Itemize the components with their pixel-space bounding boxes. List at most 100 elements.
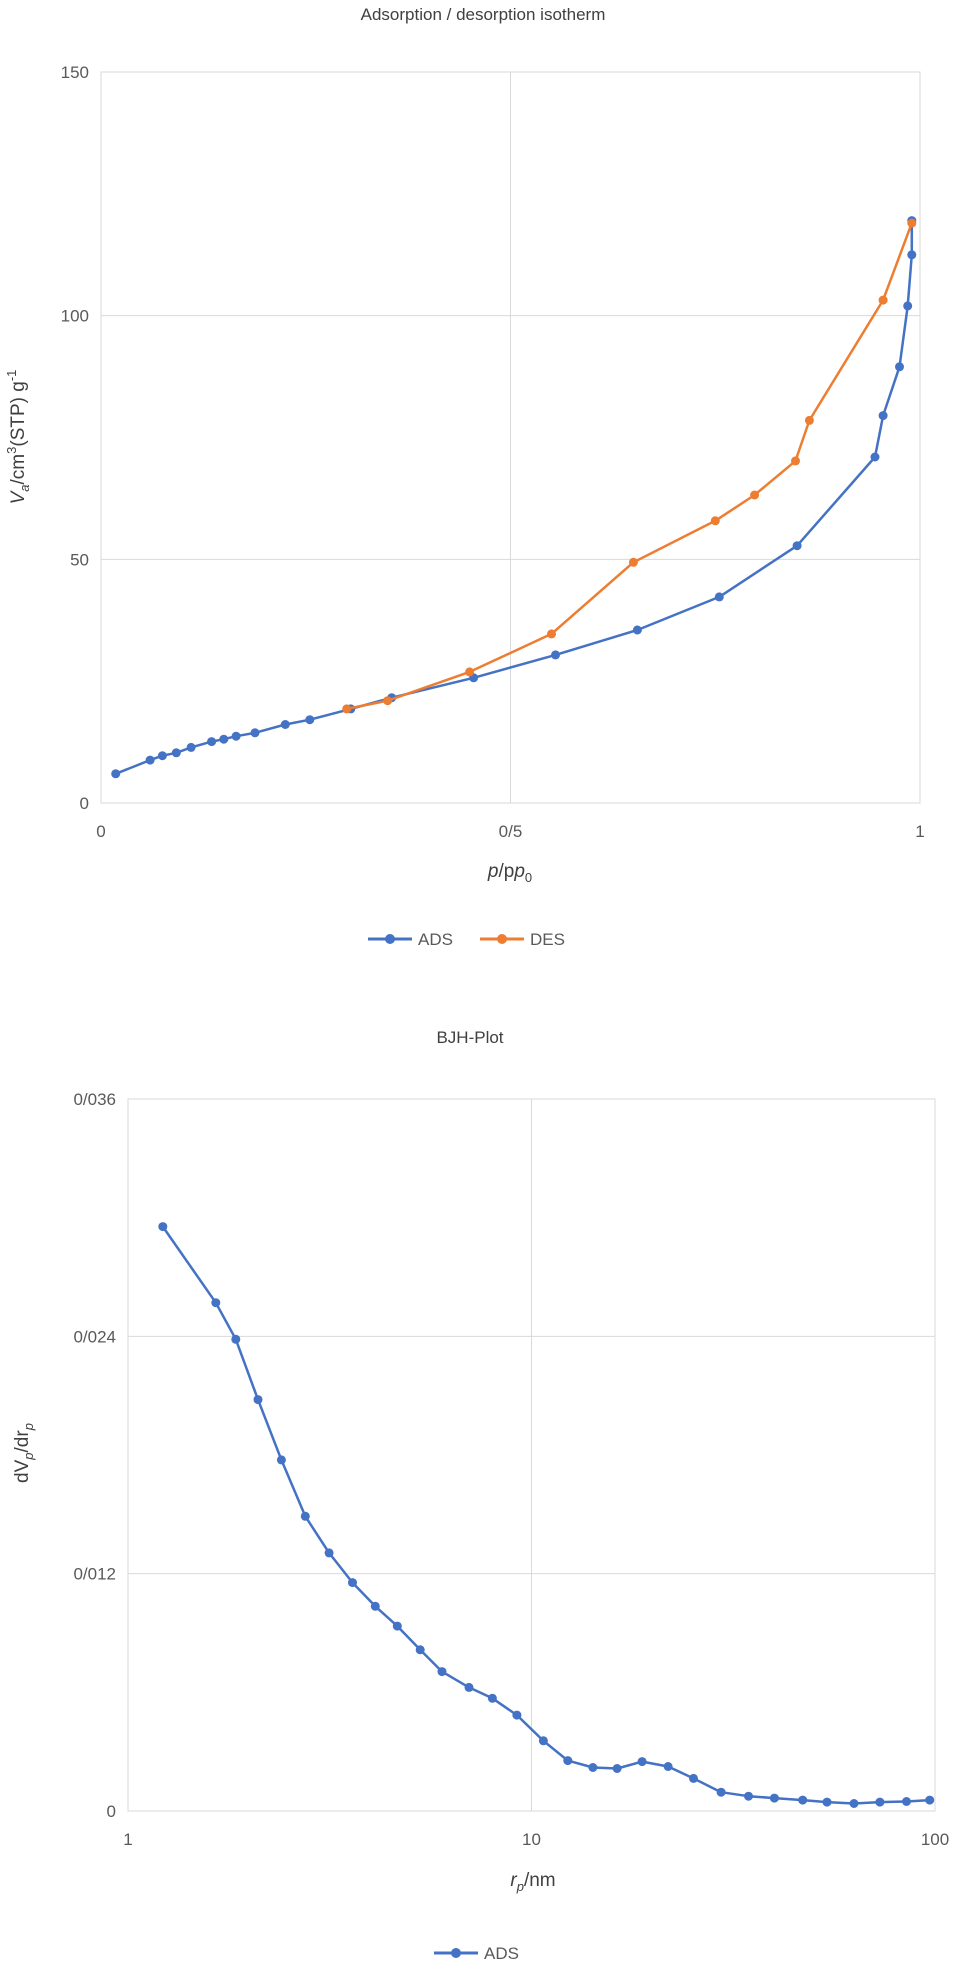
bjh-ads-point <box>849 1799 859 1808</box>
isotherm-des-line <box>346 222 913 711</box>
isotherm-x-tick-label: 0 <box>96 822 105 841</box>
isotherm-tick-labels: 0 50 100 150 0 0/5 1 <box>61 63 925 841</box>
isotherm-des-point <box>383 696 393 706</box>
bjh-ads-point <box>563 1756 573 1766</box>
isotherm-des-point <box>628 557 638 567</box>
bjh-ads-point <box>276 1455 286 1465</box>
isotherm-x-axis-label: p/pp0 <box>487 861 532 885</box>
isotherm-des-point <box>547 629 556 639</box>
isotherm-title: Adsorption / desorption isotherm <box>361 5 606 24</box>
bjh-ads-point <box>370 1601 380 1611</box>
bjh-chart: BJH-Plot 0 0/012 0/024 0/036 1 10 100 rp/nm dV… <box>12 1028 949 1963</box>
bjh-ads-point <box>512 1710 522 1720</box>
bjh-ads-point <box>902 1797 911 1806</box>
bjh-ads-point <box>211 1298 221 1308</box>
bjh-ads-point <box>744 1791 753 1801</box>
bjh-y-tick-label: 0/036 <box>73 1090 116 1109</box>
isotherm-ads-point <box>551 650 560 660</box>
isotherm-ads-point <box>186 742 196 752</box>
isotherm-ads-point <box>895 362 904 372</box>
bjh-ads-point <box>348 1578 357 1588</box>
bjh-ads-point <box>415 1645 425 1655</box>
bjh-y-tick-label: 0/024 <box>73 1327 116 1346</box>
bjh-ads-point <box>716 1787 726 1797</box>
bjh-ads-point <box>822 1797 832 1807</box>
isotherm-ads-point <box>907 250 917 260</box>
isotherm-y-tick-label: 0 <box>80 794 89 813</box>
isotherm-ads-point <box>632 625 642 635</box>
legend-des-marker <box>497 934 507 944</box>
isotherm-des-point <box>907 218 917 228</box>
bjh-ads-point <box>253 1395 263 1405</box>
isotherm-ads-point <box>231 731 241 741</box>
bjh-tick-labels: 0 0/012 0/024 0/036 1 10 100 <box>73 1090 949 1849</box>
bjh-grid <box>128 1098 935 1811</box>
bjh-x-axis-label: rp/nm <box>510 1870 555 1894</box>
bjh-y-axis-label: dVp/drp <box>12 1423 36 1483</box>
isotherm-ads-point <box>878 411 888 421</box>
bjh-x-tick-label: 100 <box>921 1830 949 1849</box>
isotherm-ads-line <box>115 220 914 775</box>
bjh-series <box>158 1222 935 1808</box>
bjh-ads-point <box>487 1693 497 1703</box>
isotherm-ads-point <box>157 751 167 761</box>
isotherm-ads-point <box>207 737 217 747</box>
bjh-ads-point <box>464 1682 474 1692</box>
isotherm-des-point <box>878 295 888 305</box>
bjh-ads-point <box>300 1511 310 1521</box>
isotherm-legend: ADS DES <box>368 930 565 949</box>
bjh-x-tick-label: 10 <box>522 1830 541 1849</box>
isotherm-ads-point <box>111 769 121 779</box>
bjh-ads-point <box>437 1667 447 1677</box>
bjh-ads-point <box>588 1763 598 1772</box>
bjh-ads-point <box>231 1334 241 1344</box>
isotherm-ads-point <box>280 720 290 729</box>
bjh-ads-point <box>798 1795 808 1805</box>
bjh-ads-point <box>612 1764 622 1773</box>
bjh-ads-point <box>538 1736 548 1746</box>
isotherm-des-point <box>804 415 814 425</box>
isotherm-des-point <box>791 456 800 466</box>
isotherm-x-tick-label: 1 <box>915 822 924 841</box>
isotherm-des-point <box>465 667 475 677</box>
isotherm-grid <box>101 71 920 803</box>
bjh-ads-point <box>689 1773 698 1783</box>
isotherm-chart: Adsorption / desorption isotherm 0 50 100 1… <box>4 5 925 949</box>
bjh-title: BJH-Plot <box>436 1028 503 1047</box>
legend-ads-label: ADS <box>418 930 453 949</box>
bjh-ads-point <box>158 1222 168 1232</box>
isotherm-y-axis-label: Va/cm3(STP) g-1 <box>4 370 32 505</box>
isotherm-series <box>111 216 917 779</box>
isotherm-ads-point <box>171 748 181 758</box>
isotherm-x-tick-label: 0/5 <box>499 822 523 841</box>
isotherm-ads-point <box>792 541 802 551</box>
legend-bjh-ads-label: ADS <box>484 1944 519 1963</box>
isotherm-y-tick-label: 150 <box>61 63 89 82</box>
bjh-ads-point <box>663 1762 673 1771</box>
isotherm-des-point <box>710 516 720 526</box>
bjh-ads-point <box>875 1797 885 1807</box>
isotherm-ads-point <box>250 728 260 738</box>
bjh-ads-point <box>769 1793 779 1803</box>
legend-bjh-ads-marker <box>451 1948 461 1958</box>
isotherm-ads-point <box>714 592 724 602</box>
isotherm-des-point <box>342 704 352 714</box>
legend-ads-marker <box>385 934 395 944</box>
isotherm-ads-point <box>305 715 315 725</box>
isotherm-y-tick-label: 100 <box>61 307 89 326</box>
bjh-x-tick-label: 1 <box>123 1830 132 1849</box>
isotherm-ads-point <box>870 452 880 462</box>
bjh-y-tick-label: 0/012 <box>73 1565 116 1584</box>
bjh-ads-point <box>324 1548 334 1558</box>
bjh-y-tick-label: 0 <box>107 1802 116 1821</box>
bjh-ads-point <box>637 1757 647 1767</box>
isotherm-ads-point <box>219 734 229 744</box>
isotherm-y-tick-label: 50 <box>70 550 89 569</box>
bjh-ads-point <box>392 1621 402 1631</box>
isotherm-des-point <box>750 490 760 500</box>
legend-des-label: DES <box>530 930 565 949</box>
bjh-ads-point <box>925 1795 935 1805</box>
isotherm-ads-point <box>145 755 155 765</box>
bjh-legend: ADS <box>434 1944 519 1963</box>
